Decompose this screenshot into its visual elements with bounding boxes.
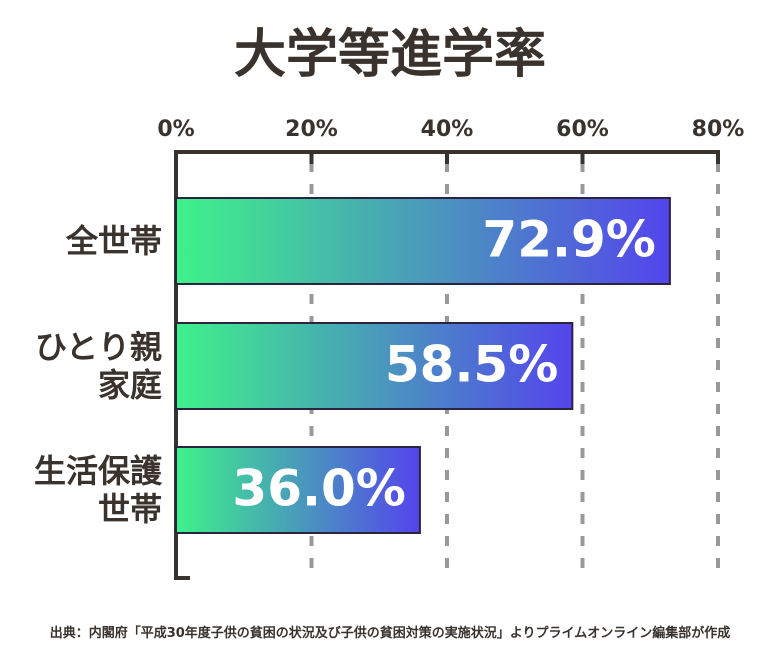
bar bbox=[175, 322, 574, 410]
value-label: 58.5% bbox=[385, 336, 558, 394]
category-label: 生活保護 世帯 bbox=[33, 452, 162, 528]
x-tick-label: 40% bbox=[421, 117, 474, 142]
bar bbox=[175, 197, 671, 285]
category-label: 全世帯 bbox=[65, 222, 162, 260]
bar bbox=[175, 446, 421, 534]
x-tick-label: 60% bbox=[556, 117, 609, 142]
value-label: 72.9% bbox=[482, 211, 655, 269]
x-tick-label: 80% bbox=[692, 117, 745, 142]
category-label: ひとり親 家庭 bbox=[34, 328, 162, 404]
value-label: 36.0% bbox=[232, 460, 405, 518]
x-tick-label: 0% bbox=[157, 117, 194, 142]
x-tick-label: 20% bbox=[285, 117, 338, 142]
chart-title: 大学等進学率 bbox=[234, 25, 546, 85]
source-note: 出典：内閣府「平成30年度子供の貧困の状況及び子供の貧困対策の実施状況」よりプラ… bbox=[49, 626, 731, 641]
